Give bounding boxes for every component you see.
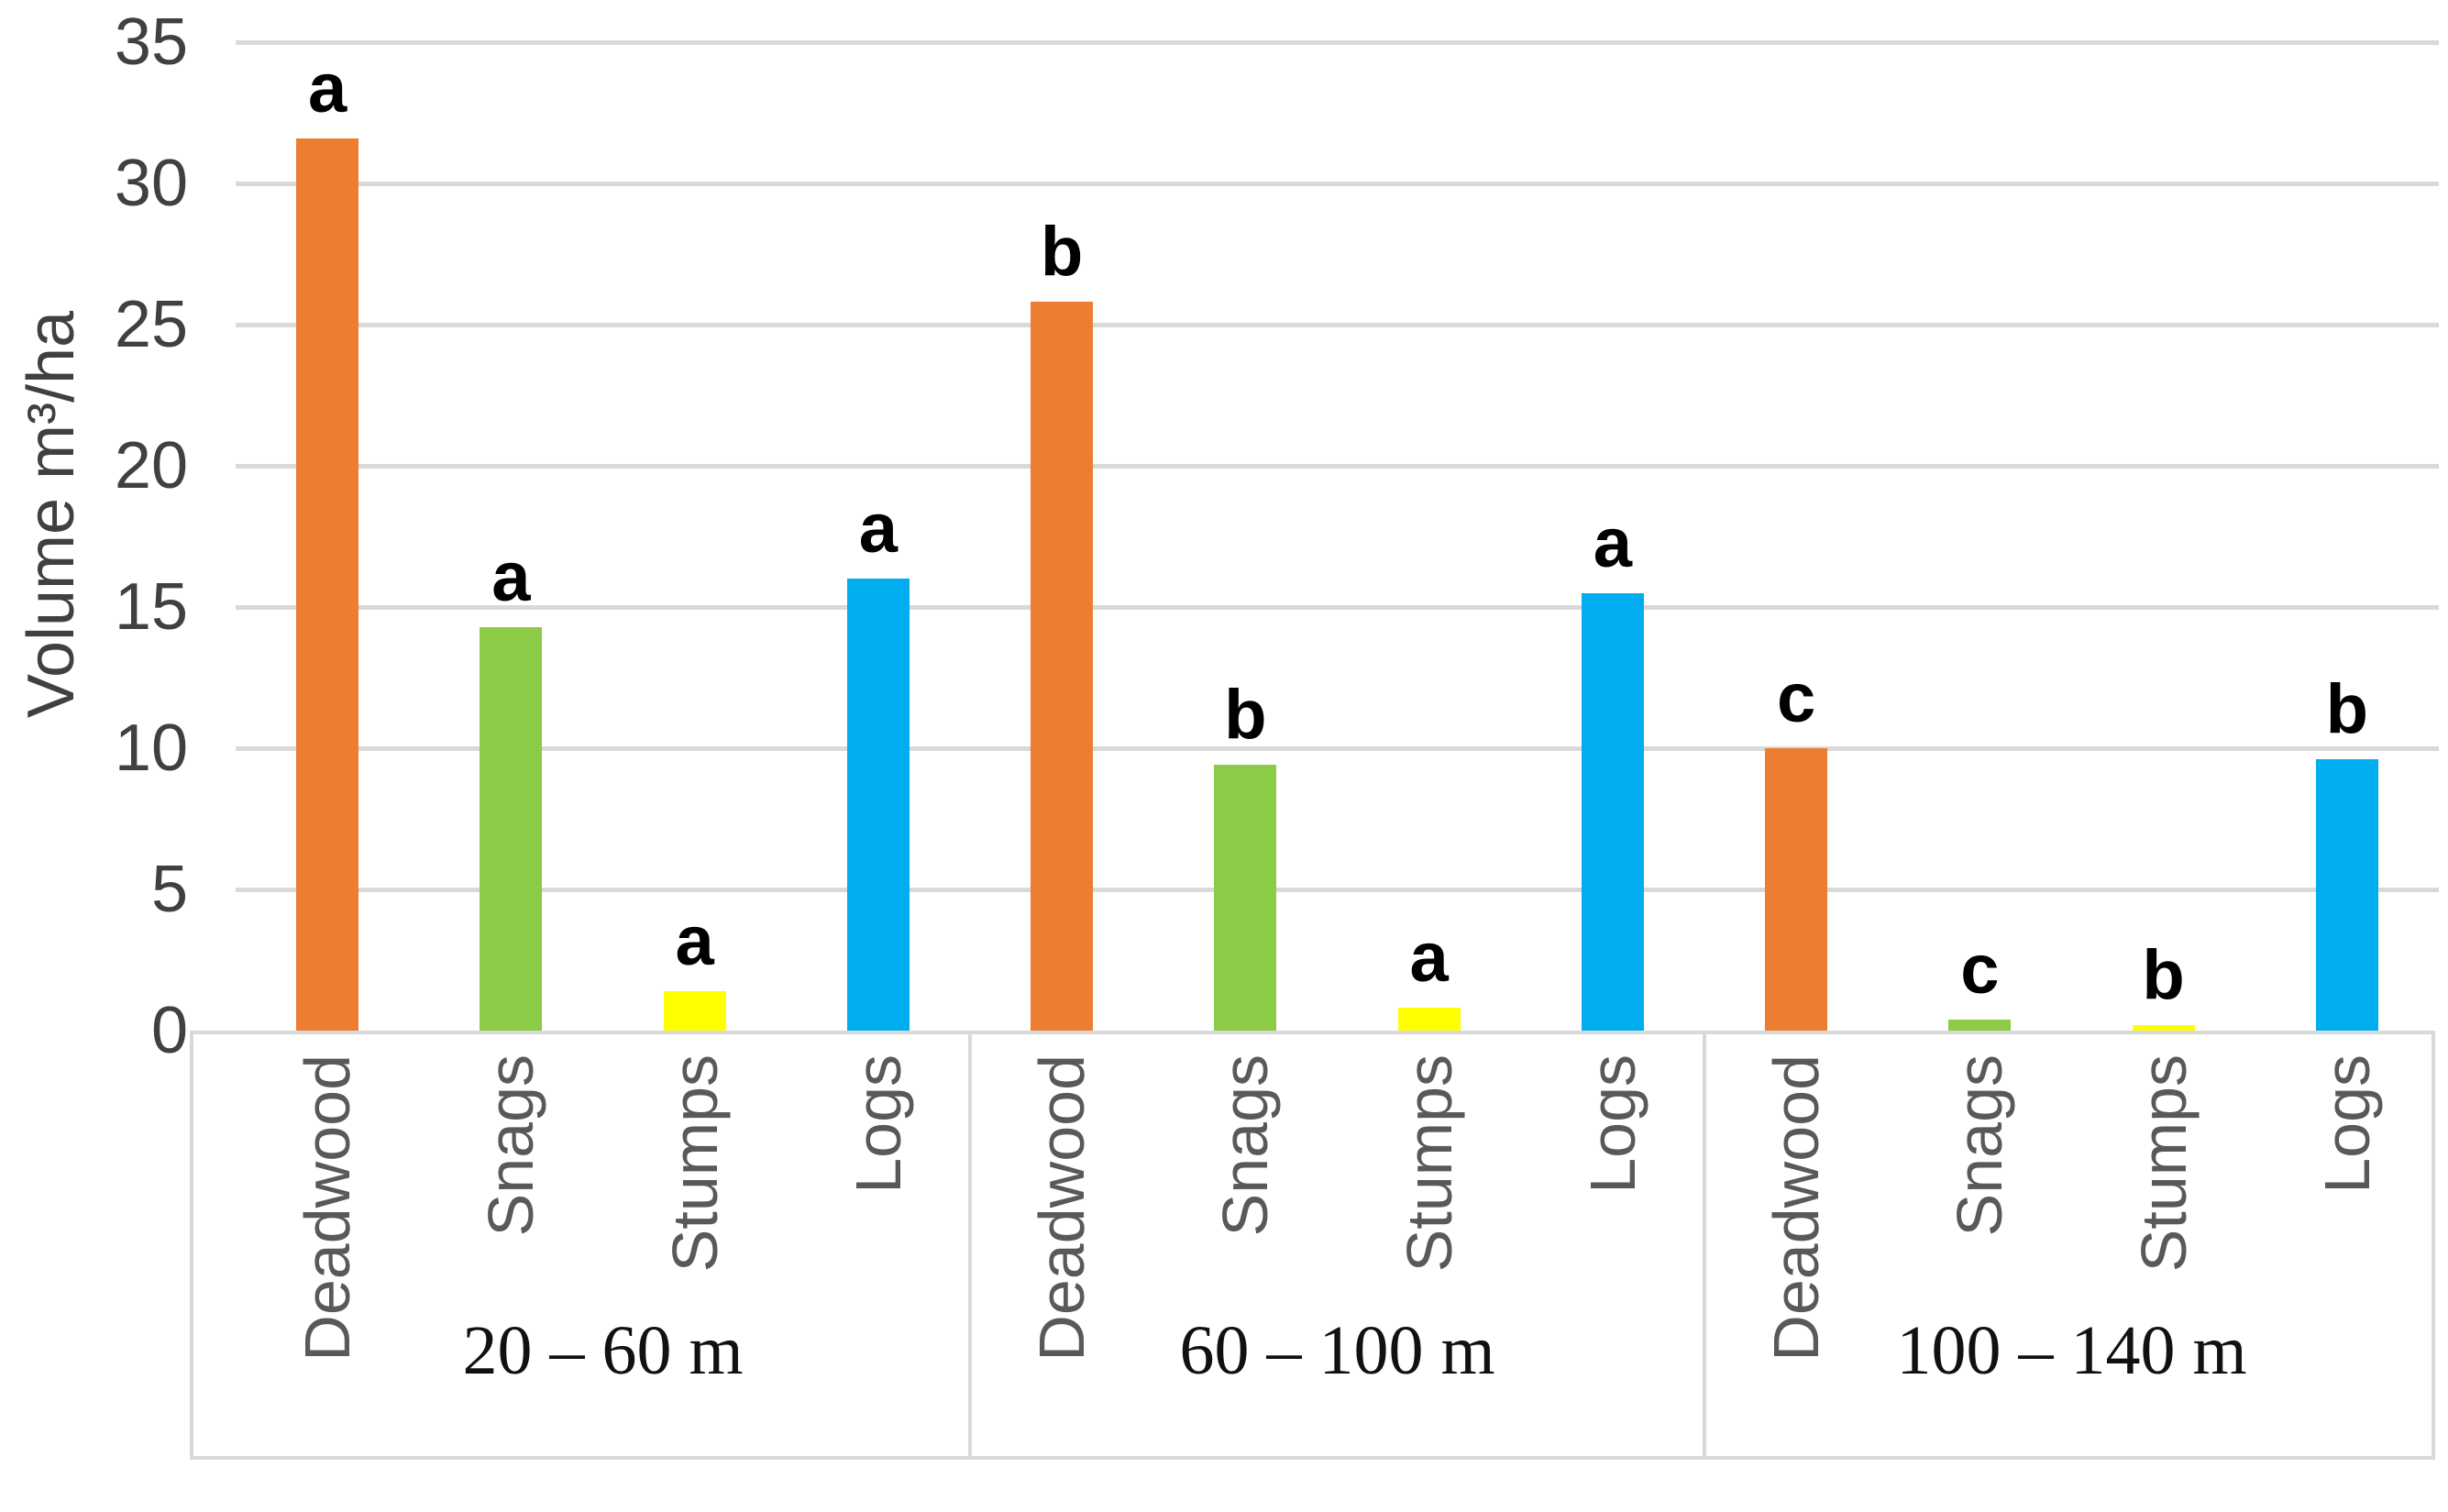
significance-letter: b (2142, 935, 2185, 1014)
group-label: 100 – 140 m (1896, 1312, 2247, 1389)
bar-deadwood-group3 (1765, 748, 1828, 1031)
y-tick-label-35: 35 (114, 6, 188, 79)
y-tick-label-0: 0 (150, 994, 188, 1067)
category-label-box (190, 1031, 2435, 1460)
y-tick-label-20: 20 (114, 429, 188, 502)
bar-deadwood-group1 (296, 138, 359, 1031)
category-label-snags: Snags (1209, 1054, 1282, 1237)
bar-snags-group1 (480, 626, 543, 1031)
category-label-stumps: Stumps (2127, 1054, 2200, 1273)
gridline-y-15 (236, 605, 2439, 610)
category-label-stumps: Stumps (1393, 1054, 1465, 1273)
significance-letter: c (1776, 659, 1816, 737)
gridline-y-30 (236, 182, 2439, 186)
category-label-logs: Logs (842, 1054, 914, 1194)
gridline-y-20 (236, 464, 2439, 469)
bar-stumps-group3 (2132, 1024, 2195, 1031)
bar-stumps-group2 (1397, 1008, 1461, 1031)
y-tick-label-5: 5 (150, 853, 188, 926)
group-label: 60 – 100 m (1179, 1312, 1495, 1389)
category-label-stumps: Stumps (658, 1054, 731, 1273)
significance-letter: a (1409, 919, 1449, 998)
group-divider (1703, 1031, 1706, 1460)
category-label-logs: Logs (2310, 1054, 2383, 1194)
group-label: 20 – 60 m (462, 1312, 744, 1389)
significance-letter: a (307, 49, 347, 127)
bar-logs-group2 (1581, 592, 1644, 1031)
y-tick-label-25: 25 (114, 288, 188, 361)
group-divider (968, 1031, 972, 1460)
bar-logs-group3 (2315, 759, 2378, 1031)
category-label-snags: Snags (1944, 1054, 2016, 1237)
gridline-y-25 (236, 323, 2439, 327)
y-tick-label-15: 15 (114, 570, 188, 644)
significance-letter: c (1960, 930, 2000, 1009)
category-label-logs: Logs (1576, 1054, 1649, 1194)
significance-letter: b (1224, 676, 1267, 755)
bar-snags-group3 (1948, 1019, 2012, 1031)
significance-letter: b (2325, 670, 2369, 749)
significance-letter: a (675, 901, 714, 980)
bar-snags-group2 (1214, 765, 1277, 1031)
y-tick-label-10: 10 (114, 712, 188, 785)
gridline-y-10 (236, 746, 2439, 751)
y-tick-label-30: 30 (114, 147, 188, 220)
bar-logs-group1 (846, 579, 910, 1031)
significance-letter: a (1593, 503, 1633, 582)
significance-letter: a (491, 537, 531, 616)
gridline-y-5 (236, 888, 2439, 892)
category-label-snags: Snags (475, 1054, 547, 1237)
bar-deadwood-group2 (1031, 302, 1094, 1031)
significance-letter: a (858, 490, 899, 568)
gridline-y-35 (236, 40, 2439, 45)
bar-stumps-group1 (663, 990, 726, 1031)
significance-letter: b (1040, 213, 1084, 292)
